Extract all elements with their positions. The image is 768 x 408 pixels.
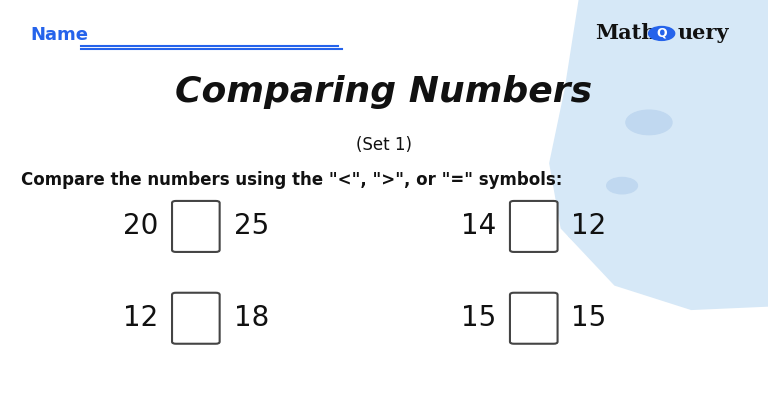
Text: Comparing Numbers: Comparing Numbers xyxy=(175,75,593,109)
Text: 25: 25 xyxy=(233,213,269,240)
FancyBboxPatch shape xyxy=(510,201,558,252)
Text: uery: uery xyxy=(677,23,729,44)
Text: 12: 12 xyxy=(123,304,158,332)
Text: Name: Name xyxy=(31,26,89,44)
Text: 14: 14 xyxy=(461,213,496,240)
Text: Q: Q xyxy=(657,27,667,40)
Text: (Set 1): (Set 1) xyxy=(356,136,412,154)
Polygon shape xyxy=(553,0,768,294)
FancyBboxPatch shape xyxy=(172,293,220,344)
Text: 15: 15 xyxy=(571,304,607,332)
Circle shape xyxy=(607,177,637,194)
Circle shape xyxy=(626,110,672,135)
FancyBboxPatch shape xyxy=(510,293,558,344)
Polygon shape xyxy=(549,0,768,310)
Text: 18: 18 xyxy=(233,304,269,332)
FancyBboxPatch shape xyxy=(172,201,220,252)
Circle shape xyxy=(648,27,674,40)
Text: Compare the numbers using the "<", ">", or "=" symbols:: Compare the numbers using the "<", ">", … xyxy=(22,171,562,188)
Text: 12: 12 xyxy=(571,213,607,240)
Text: 20: 20 xyxy=(123,213,158,240)
Text: 15: 15 xyxy=(461,304,496,332)
Text: Math: Math xyxy=(595,23,657,44)
